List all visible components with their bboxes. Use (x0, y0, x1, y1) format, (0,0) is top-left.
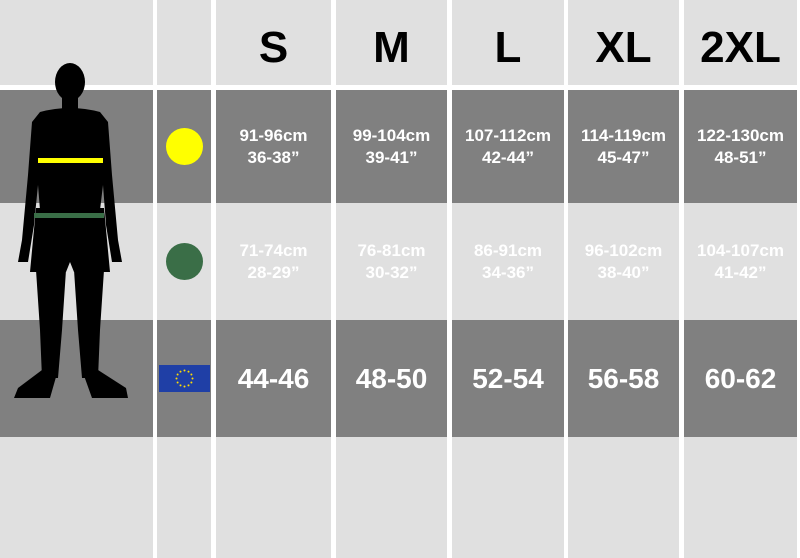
size-header: 2XL (684, 0, 797, 85)
cm-value: 99-104cm (352, 125, 431, 145)
eu-flag-icon (158, 365, 210, 392)
measure-cell: 122-130cm 48-51” (684, 90, 797, 203)
measure-cell (336, 437, 447, 558)
size-header: L (452, 0, 564, 85)
measure-cell: 76-81cm 30-32” (336, 203, 447, 320)
yellow-circle-icon (165, 128, 203, 165)
waist-marker (34, 213, 104, 218)
measure-cell: 104-107cm 41-42” (684, 203, 797, 320)
measure-cell: 71-74cm 28-29” (216, 203, 331, 320)
chest-marker (38, 158, 103, 163)
measure-cell (568, 437, 679, 558)
eu-size-value: 48-50 (355, 362, 428, 394)
measure-cell: 96-102cm 38-40” (568, 203, 679, 320)
inch-value: 41-42” (714, 262, 767, 282)
green-circle-icon (165, 243, 203, 280)
cm-value: 114-119cm (580, 125, 667, 145)
body-silhouette (14, 63, 128, 398)
measure-cell: 52-54 (452, 320, 564, 437)
size-header: S (216, 0, 331, 85)
cm-value: 96-102cm (584, 240, 663, 260)
size-label: M (373, 22, 410, 72)
eu-size-value: 44-46 (237, 362, 310, 394)
cm-value: 76-81cm (357, 240, 426, 260)
measure-cell: 114-119cm 45-47” (568, 90, 679, 203)
measure-cell: 86-91cm 34-36” (452, 203, 564, 320)
size-header: M (336, 0, 447, 85)
inch-value: 42-44” (482, 147, 534, 167)
size-label: 2XL (700, 22, 781, 72)
measure-cell (452, 437, 564, 558)
inch-value: 48-51” (714, 147, 767, 167)
inch-value: 28-29” (247, 262, 300, 282)
cm-value: 104-107cm (697, 240, 784, 260)
size-label: L (494, 22, 522, 72)
measure-cell: 56-58 (568, 320, 679, 437)
eu-size-value: 52-54 (472, 362, 544, 394)
cm-value: 122-130cm (697, 125, 784, 145)
measure-cell: 60-62 (684, 320, 797, 437)
inch-value: 39-41” (365, 147, 418, 167)
eu-size-value: 56-58 (587, 362, 660, 394)
cm-value: 71-74cm (239, 240, 308, 260)
cm-value: 91-96cm (239, 125, 308, 145)
size-label: S (258, 22, 289, 72)
row-icon (157, 203, 211, 320)
cm-value: 107-112cm (464, 125, 552, 145)
measure-cell (684, 437, 797, 558)
row-icon (157, 320, 211, 437)
cm-value: 86-91cm (473, 240, 543, 260)
measure-cell: 99-104cm 39-41” (336, 90, 447, 203)
row-icon (157, 90, 211, 203)
size-label: XL (595, 22, 652, 72)
inch-value: 30-32” (365, 262, 418, 282)
inch-value: 34-36” (482, 262, 534, 282)
inch-value: 38-40” (597, 262, 650, 282)
size-header: XL (568, 0, 679, 85)
measure-cell: 48-50 (336, 320, 447, 437)
measure-cell: 107-112cm 42-44” (452, 90, 564, 203)
measure-cell: 44-46 (216, 320, 331, 437)
header-blank (157, 0, 211, 85)
measure-cell (216, 437, 331, 558)
inch-value: 36-38” (247, 147, 300, 167)
eu-size-value: 60-62 (704, 362, 777, 394)
measure-cell: 91-96cm 36-38” (216, 90, 331, 203)
row-icon (157, 437, 211, 558)
inch-value: 45-47” (597, 147, 650, 167)
